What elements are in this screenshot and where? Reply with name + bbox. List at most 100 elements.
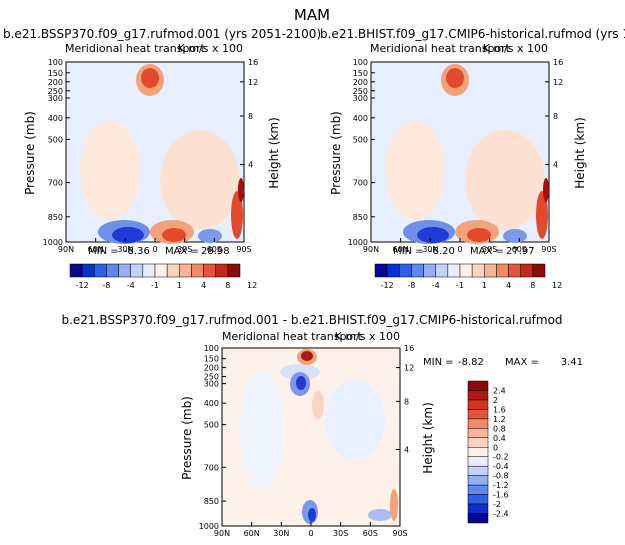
panel-b-colorbar-swatch [471, 263, 485, 278]
panel-a-colorbar-swatch [166, 263, 180, 278]
panel-c-colorbar-label: 2 [493, 396, 498, 405]
panel-b-colorbar-swatch [411, 263, 424, 278]
panel-b-colorbar-label: -8 [407, 281, 415, 290]
panel-top-right: b.e21.BHIST.f09_g17.CMIP6-historical.ruf… [320, 27, 625, 290]
panel-c-max-label: MAX = [505, 357, 539, 368]
panel-a-ytick-label: 100 [48, 58, 63, 67]
panel-b-xtick-label: 30N [422, 245, 438, 254]
panel-c-xtick-label: 90S [392, 529, 407, 538]
panel-a-max-value: 28.98 [201, 246, 230, 257]
panel-c-y2tick-label: 12 [404, 364, 414, 373]
panel-c-colorbar-label: 0.4 [493, 434, 506, 443]
panel-c-max-value: 3.41 [561, 357, 583, 368]
panel-b-ytick-label: 100 [353, 58, 368, 67]
panel-b-field [385, 64, 549, 244]
panel-a-field [80, 64, 244, 244]
panel-c-xtick-label: 30S [333, 529, 348, 538]
panel-c-xtick-label: 60N [244, 529, 260, 538]
panel-a-colorbar-swatch [118, 263, 131, 278]
panel-c-y2label: Height (km) [421, 402, 435, 473]
panel-c-ytick-label: 500 [204, 421, 219, 430]
panel-b-colorbar-label: 8 [530, 281, 535, 290]
panel-a-xtick-label: 60S [207, 245, 222, 254]
panel-a-colorbar-label: -12 [76, 281, 89, 290]
panel-c-ytick-label: 250 [204, 372, 219, 381]
panel-c-ytick-label: 700 [204, 463, 219, 472]
panel-c-colorbar-swatch [467, 380, 489, 391]
panel-b-ytick-label: 400 [353, 114, 368, 123]
panel-b-max-label: MAX = [470, 246, 504, 257]
panel-b-colorbar-swatch [386, 263, 400, 278]
panel-b-colorbar-label: -12 [381, 281, 394, 290]
panel-b-top-label: b.e21.BHIST.f09_g17.CMIP6-historical.ruf… [320, 27, 625, 41]
panel-c-colorbar-swatch [467, 513, 489, 524]
panel-a-xtick-label: 90N [58, 245, 74, 254]
panel-c-colorbar-swatch [467, 409, 489, 420]
panel-c-y2tick-label: 4 [404, 445, 409, 454]
panel-b-min-label: MIN = [393, 246, 424, 257]
panel-c-colorbar-swatch [467, 437, 489, 448]
panel-c-ytick-label: 300 [204, 380, 219, 389]
panel-a-colorbar-swatch [142, 263, 156, 278]
panel-b-colorbar-swatch [459, 263, 473, 278]
panel-c-colorbar-label: 0 [493, 443, 498, 452]
panel-b-ytick-label: 300 [353, 94, 368, 103]
panel-b-left-subtitle: Meridional heat transport [370, 42, 511, 55]
panel-a-right-subtitle: K m/s x 100 [178, 42, 243, 55]
panel-a-colorbar-swatch [227, 263, 241, 278]
panel-b-ytick-label: 500 [353, 135, 368, 144]
panel-c-xtick-label: 0 [308, 529, 313, 538]
panel-a-colorbar-swatch [154, 263, 168, 278]
panel-a-ytick-label: 1000 [43, 238, 63, 247]
panel-b-xtick-label: 30S [482, 245, 497, 254]
panel-b-colorbar-swatch [532, 263, 546, 278]
panel-b-y2tick-label: 12 [553, 78, 563, 87]
panel-c-colorbar-swatch [467, 418, 489, 429]
panel-a-ytick-label: 200 [48, 78, 63, 87]
panel-a-colorbar-label: -1 [151, 281, 159, 290]
panel-b-ytick-label: 850 [353, 213, 368, 222]
panel-c-left-subtitle: Meridional heat transport [222, 330, 363, 343]
panel-b-colorbar-swatch [374, 263, 388, 278]
panel-a-colorbar-swatch [203, 263, 216, 278]
panel-c-colorbar-swatch [467, 447, 489, 457]
panel-a-y2label: Height (km) [267, 117, 281, 188]
panel-c-colorbar-label: 1.6 [493, 405, 506, 414]
panel-b-max-value: 27.97 [506, 246, 535, 257]
panel-b-y2tick-label: 8 [553, 112, 558, 121]
panel-c-colorbar-label: -0.8 [493, 472, 509, 481]
panel-c-xtick-label: 60S [363, 529, 378, 538]
panel-b-ytick-label: 200 [353, 78, 368, 87]
panel-c-colorbar-label: -2.4 [493, 510, 509, 519]
panel-a-colorbar-swatch [215, 263, 229, 278]
panel-b-ylabel: Pressure (mb) [329, 111, 343, 195]
panel-c-y2tick-label: 16 [404, 344, 414, 353]
panel-top-left: b.e21.BSSP370.f09_g17.rufmod.001 (yrs 20… [3, 27, 321, 290]
panel-c-colorbar: 2.421.61.20.80.40-0.2-0.4-0.8-1.2-1.6-2-… [467, 380, 509, 524]
panel-a-colorbar-swatch [106, 263, 119, 278]
panel-a-colorbar-swatch [94, 263, 107, 278]
panel-b-right-subtitle: K m/s x 100 [483, 42, 548, 55]
panel-c-ylabel: Pressure (mb) [180, 396, 194, 480]
panel-a-ytick-label: 500 [48, 135, 63, 144]
panel-b-xtick-label: 60N [393, 245, 409, 254]
panel-b-xtick-label: 0 [457, 245, 462, 254]
panel-a-y2tick-label: 16 [248, 58, 258, 67]
panel-a-colorbar-label: 12 [247, 281, 257, 290]
panel-c-ytick-label: 100 [204, 344, 219, 353]
panel-a-colorbar-swatch [191, 263, 204, 278]
panel-b-y2label: Height (km) [573, 117, 587, 188]
panel-a-colorbar-label: 8 [225, 281, 230, 290]
panel-b-colorbar-swatch [520, 263, 534, 278]
panel-a-colorbar-swatch [81, 263, 95, 278]
panel-c-colorbar-label: 1.2 [493, 415, 506, 424]
panel-b-colorbar-swatch [447, 263, 461, 278]
panel-b-colorbar-swatch [423, 263, 436, 278]
panel-c-colorbar-swatch [467, 390, 489, 401]
panel-b-colorbar-label: 12 [552, 281, 562, 290]
panel-a-ytick-label: 300 [48, 94, 63, 103]
panel-c-colorbar-label: -1.6 [493, 491, 509, 500]
